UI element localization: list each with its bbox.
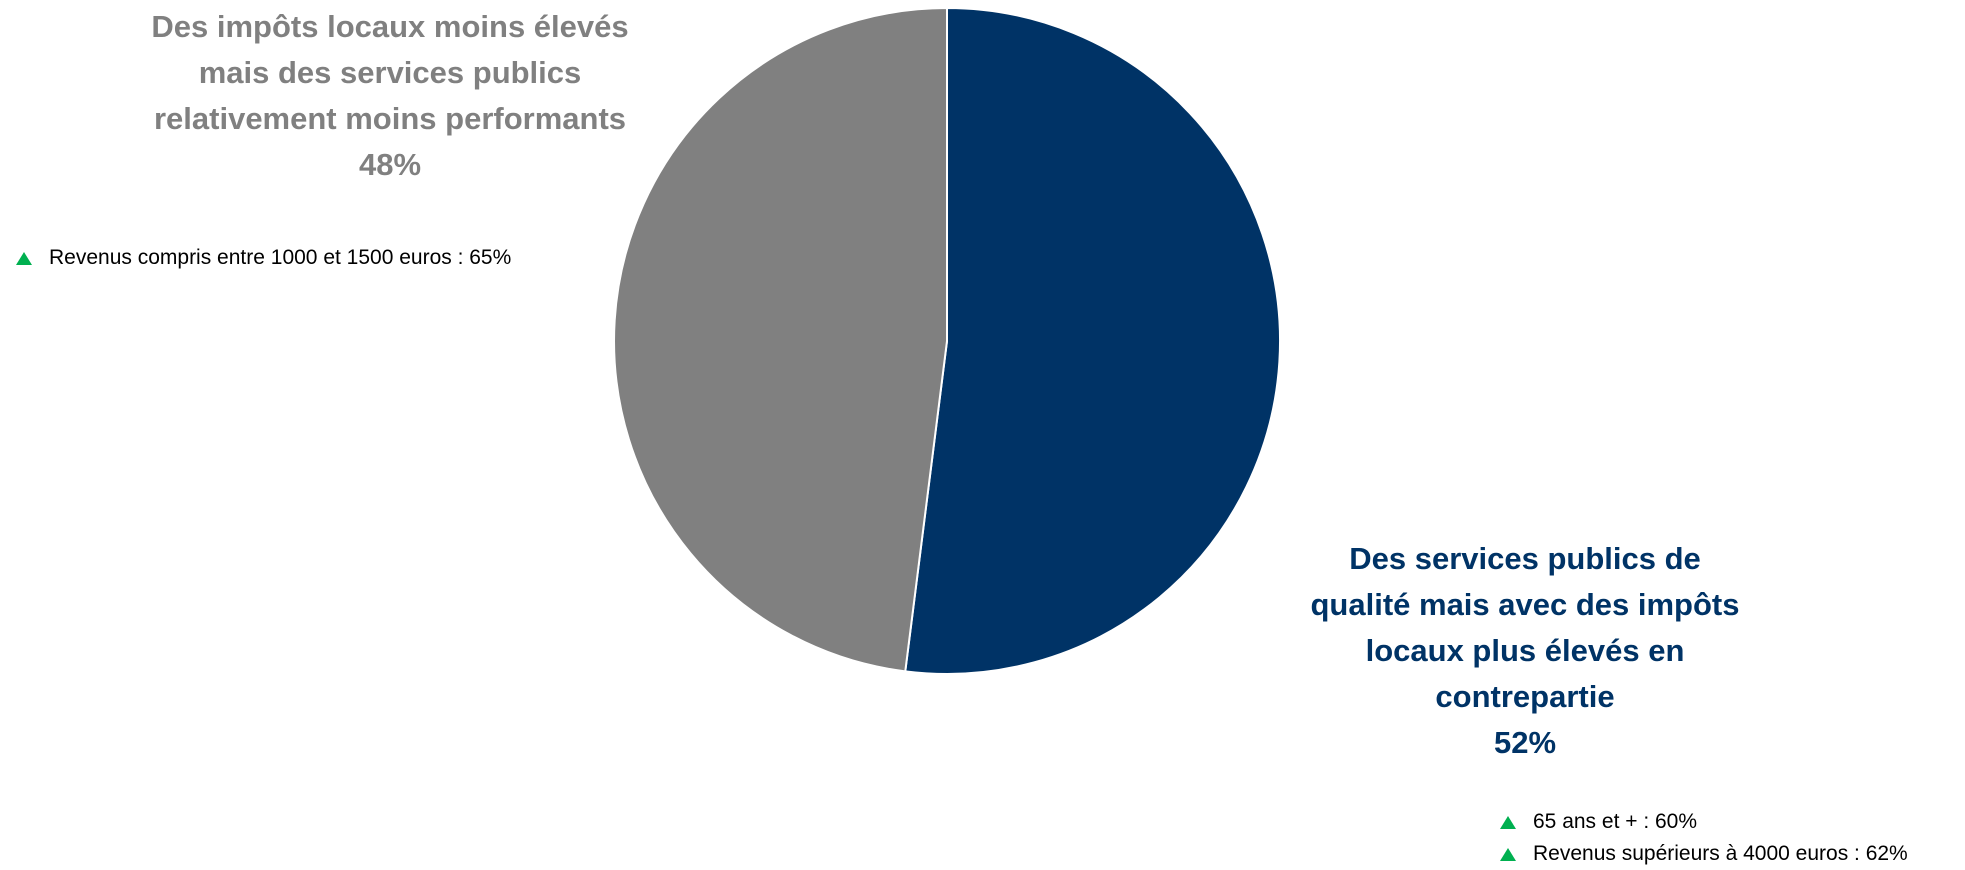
note-item: Revenus compris entre 1000 et 1500 euros… (16, 242, 511, 274)
note-text: Revenus compris entre 1000 et 1500 euros… (49, 246, 512, 269)
up-triangle-icon (1500, 815, 1516, 829)
slice-label-line: Des impôts locaux moins élevés (151, 9, 629, 44)
up-triangle-icon (16, 251, 32, 265)
note-item: 65 ans et + : 60% (1500, 806, 1908, 838)
slice-label-line: contrepartie (1435, 679, 1615, 714)
slice-value-label: 48% (358, 147, 422, 182)
note-text: 65 ans et + : 60% (1533, 810, 1698, 833)
gray-slice-notes: Revenus compris entre 1000 et 1500 euros… (16, 242, 511, 274)
pie-slice-0 (904, 6, 1281, 675)
slice-label-line: mais des services publics (198, 55, 582, 90)
slice-label-quality-services: Des services publics de qualité mais ave… (1275, 536, 1775, 766)
slice-label-lower-taxes: Des impôts locaux moins élevés mais des … (120, 4, 660, 188)
up-triangle-icon (1500, 847, 1516, 861)
slice-label-line: locaux plus élevés en (1365, 633, 1685, 668)
slice-label-line: qualité mais avec des impôts (1310, 587, 1740, 622)
note-text: Revenus supérieurs à 4000 euros : 62% (1533, 842, 1908, 865)
slice-label-line: relativement moins performants (153, 101, 627, 136)
pie-slice-1 (613, 6, 948, 673)
note-item: Revenus supérieurs à 4000 euros : 62% (1500, 838, 1908, 870)
slice-label-line: Des services publics de (1349, 541, 1701, 576)
slice-value-label: 52% (1493, 725, 1557, 760)
blue-slice-notes: 65 ans et + : 60% Revenus supérieurs à 4… (1500, 806, 1908, 870)
